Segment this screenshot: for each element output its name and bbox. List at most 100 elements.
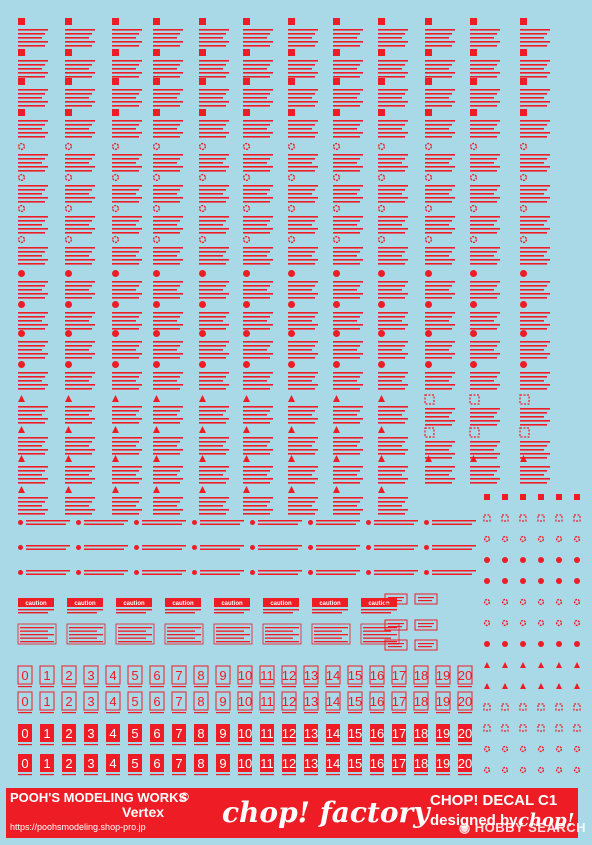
caution-block (199, 270, 229, 330)
number-label: 3 (87, 694, 94, 709)
number-label: 8 (197, 726, 204, 741)
caution-block (65, 395, 95, 455)
caution-plate-text: caution (270, 601, 292, 607)
small-mark (555, 745, 563, 753)
number-decal: 5 (128, 724, 142, 746)
number-label: 3 (87, 726, 94, 741)
small-mark (555, 724, 563, 732)
number-label: 11 (260, 756, 274, 771)
small-mark (573, 514, 581, 522)
small-mark (501, 514, 509, 522)
number-decal: 16 (370, 724, 384, 746)
caution-block (424, 204, 455, 265)
number-decal: 9 (216, 754, 230, 776)
small-mark (537, 598, 545, 606)
caution-block (288, 18, 318, 78)
small-mark (556, 557, 562, 563)
caution-block (520, 18, 550, 78)
caution-block (520, 78, 550, 138)
chop-factory-logo: chop! factory (222, 796, 430, 829)
number-label: 19 (436, 694, 450, 709)
number-decal: 8 (193, 665, 209, 688)
number-label: 7 (175, 756, 182, 771)
number-label: 4 (109, 726, 116, 741)
caution-strip (366, 545, 418, 550)
small-mark (538, 494, 544, 500)
info-panel (115, 623, 155, 645)
caution-plate-text: caution (368, 601, 390, 607)
caution-block (469, 204, 500, 265)
number-label: 15 (348, 756, 362, 771)
caution-block (425, 455, 455, 484)
caution-block (112, 455, 142, 515)
number-label: 17 (392, 694, 406, 709)
caution-block (199, 18, 229, 78)
small-mark (538, 641, 544, 647)
caution-block (287, 204, 318, 265)
small-mark (483, 745, 491, 753)
number-decal: 12 (282, 754, 296, 776)
caution-block (288, 455, 318, 515)
small-mark (574, 578, 580, 584)
number-label: 18 (414, 726, 428, 741)
caution-block (332, 204, 363, 265)
small-mark (484, 662, 490, 668)
caution-block (424, 142, 455, 203)
number-decal: 13 (304, 724, 318, 746)
caution-block (288, 330, 318, 390)
small-mark (555, 535, 563, 543)
number-decal: 0 (18, 754, 32, 776)
number-decal: 2 (62, 724, 76, 746)
caution-block (198, 204, 229, 265)
caution-block (378, 395, 408, 455)
number-decal: 15 (347, 691, 363, 714)
caution-block (424, 394, 455, 459)
number-decal: 5 (128, 754, 142, 776)
small-mark (574, 683, 580, 689)
small-mark (520, 578, 526, 584)
caution-block (243, 455, 273, 515)
number-label: 9 (219, 694, 226, 709)
small-mark (519, 745, 527, 753)
number-label: 7 (175, 726, 182, 741)
number-label: 19 (436, 726, 450, 741)
caution-strip (18, 570, 70, 575)
number-decal: 10 (237, 691, 253, 714)
caution-block (18, 78, 48, 138)
number-label: 9 (219, 726, 226, 741)
number-label: 17 (392, 668, 406, 683)
small-mark (483, 703, 491, 711)
caution-strip (424, 570, 476, 575)
number-label: 0 (21, 726, 28, 741)
number-decal: 16 (369, 665, 385, 688)
caution-block (520, 330, 550, 390)
caution-block (18, 18, 48, 78)
number-label: 14 (326, 694, 340, 709)
number-decal: 3 (83, 691, 99, 714)
caution-strip (192, 545, 244, 550)
caution-strip (308, 570, 360, 575)
caution-block (153, 270, 183, 330)
small-mark (502, 494, 508, 500)
caution-block (425, 270, 455, 330)
caution-plate: caution (18, 598, 54, 614)
caution-block (470, 18, 500, 78)
number-decal: 14 (326, 724, 340, 746)
small-mark (484, 683, 490, 689)
hobby-search-logo-icon: ◉ (458, 820, 471, 835)
watermark-text: HOBBY SEARCH (474, 820, 586, 835)
small-mark (484, 494, 490, 500)
small-mark (538, 683, 544, 689)
number-decal: 16 (370, 754, 384, 776)
number-decal: 10 (237, 665, 253, 688)
small-mark (483, 535, 491, 543)
caution-block (112, 18, 142, 78)
number-decal: 20 (458, 724, 472, 746)
number-decal: 18 (414, 724, 428, 746)
caution-strip (366, 520, 418, 525)
caution-block (18, 455, 48, 515)
caution-plate-text: caution (172, 601, 194, 607)
caution-block (243, 330, 273, 390)
number-decal: 6 (149, 665, 165, 688)
info-panel (360, 623, 400, 645)
